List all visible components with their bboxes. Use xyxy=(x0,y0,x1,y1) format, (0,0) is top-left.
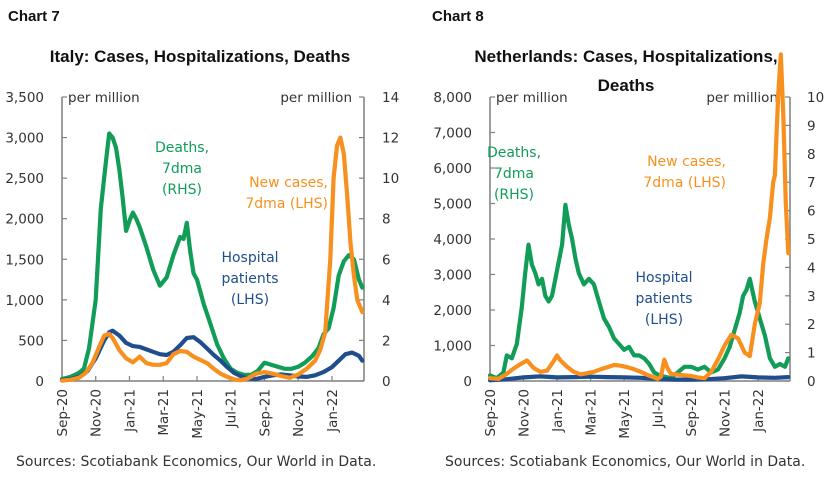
x-tick-label: Nov-20 xyxy=(517,389,533,437)
x-tick-label: Mar-21 xyxy=(156,389,172,436)
netherlands-chart: Netherlands: Cases, Hospitalizations, Dea… xyxy=(433,47,824,470)
left-tick-label: 2,000 xyxy=(5,212,44,228)
right-tick-label: 5 xyxy=(807,232,816,248)
deaths-series-line xyxy=(59,131,365,382)
right-tick-label: 4 xyxy=(382,293,391,309)
annotation-line: New cases, xyxy=(647,154,726,170)
left-tick-label: 2,000 xyxy=(433,303,472,319)
left-tick-label: 3,000 xyxy=(433,268,472,284)
cases-series-line xyxy=(487,52,791,381)
right-tick-label: 10 xyxy=(382,171,399,187)
cases-series-line xyxy=(59,135,365,383)
left-unit-label: per million xyxy=(68,90,140,106)
left-tick-label: 7,000 xyxy=(433,126,472,142)
deaths-annotation: Deaths, 7dma (RHS) xyxy=(155,140,209,198)
x-tick-label: Sep-21 xyxy=(257,389,273,437)
annotation-line: 7dma xyxy=(162,161,202,177)
cases-annotation: New cases, 7dma (LHS) xyxy=(643,154,726,191)
right-tick-label: 1 xyxy=(807,346,816,362)
left-tick-label: 6,000 xyxy=(433,161,472,177)
annotation-line: Hospital xyxy=(635,270,692,286)
left-tick-label: 500 xyxy=(18,333,44,349)
annotation-line: 7dma (LHS) xyxy=(643,175,726,191)
annotation-line: 7dma xyxy=(494,166,534,182)
annotation-line: 7dma (LHS) xyxy=(245,196,328,212)
x-tick-label: May-21 xyxy=(617,389,633,439)
x-tick-label: Jul-21 xyxy=(224,389,240,428)
left-tick-label: 3,500 xyxy=(5,90,44,106)
hospital-annotation: Hospital patients (LHS) xyxy=(221,250,278,308)
right-tick-label: 7 xyxy=(807,175,816,191)
x-tick-label: Sep-21 xyxy=(684,389,700,437)
right-unit-label: per million xyxy=(280,90,352,106)
annotation-line: New cases, xyxy=(249,175,328,191)
x-tick-label: Nov-20 xyxy=(89,389,105,437)
right-tick-label: 2 xyxy=(382,333,391,349)
left-tick-label: 3,000 xyxy=(5,131,44,147)
annotation-line: (RHS) xyxy=(162,182,202,198)
x-tick-label: May-21 xyxy=(190,389,206,439)
chart-title: Deaths xyxy=(598,76,655,95)
annotation-line: (RHS) xyxy=(494,187,534,203)
right-tick-label: 0 xyxy=(382,374,391,390)
x-tick-label: Jan-22 xyxy=(751,389,767,433)
left-tick-label: 5,000 xyxy=(433,197,472,213)
annotation-line: Deaths, xyxy=(155,140,209,156)
x-tick-label: Nov-21 xyxy=(291,389,307,437)
right-tick-label: 6 xyxy=(807,204,816,220)
hospital-series-line xyxy=(487,374,791,383)
sources-note: Sources: Scotiabank Economics, Our World… xyxy=(445,454,805,470)
left-tick-label: 1,500 xyxy=(5,252,44,268)
right-tick-label: 6 xyxy=(382,252,391,268)
deaths-annotation: Deaths, 7dma (RHS) xyxy=(487,145,541,203)
italy-chart: Italy: Cases, Hospitalizations, Deaths 0 5… xyxy=(5,47,399,470)
left-tick-label: 1,000 xyxy=(433,339,472,355)
right-tick-label: 14 xyxy=(382,90,399,106)
right-tick-label: 9 xyxy=(807,118,816,134)
left-tick-label: 1,000 xyxy=(5,293,44,309)
chart-8-label: Chart 8 xyxy=(432,8,484,25)
sources-note: Sources: Scotiabank Economics, Our World… xyxy=(16,454,376,470)
x-tick-label: Sep-20 xyxy=(55,389,71,437)
right-tick-label: 4 xyxy=(807,260,816,276)
x-tick-label: Jan-21 xyxy=(550,389,566,433)
right-tick-label: 3 xyxy=(807,289,816,305)
annotation-line: Deaths, xyxy=(487,145,541,161)
chart-title: Netherlands: Cases, Hospitalizations, xyxy=(474,47,777,66)
chart-7-label: Chart 7 xyxy=(8,8,60,25)
x-tick-label: Jan-22 xyxy=(325,389,341,433)
x-tick-label: Jul-21 xyxy=(651,389,667,428)
left-tick-label: 0 xyxy=(463,374,472,390)
right-tick-label: 0 xyxy=(807,374,816,390)
right-tick-label: 8 xyxy=(382,212,391,228)
right-tick-label: 2 xyxy=(807,317,816,333)
x-tick-label: Nov-21 xyxy=(718,389,734,437)
x-tick-label: Mar-21 xyxy=(584,389,600,436)
annotation-line: patients xyxy=(635,291,692,307)
left-tick-label: 0 xyxy=(35,374,44,390)
left-tick-label: 4,000 xyxy=(433,232,472,248)
annotation-line: (LHS) xyxy=(645,312,683,328)
annotation-line: Hospital xyxy=(221,250,278,266)
deaths-series-line xyxy=(487,202,791,381)
annotation-line: (LHS) xyxy=(231,292,269,308)
chart-title: Italy: Cases, Hospitalizations, Deaths xyxy=(50,47,350,66)
right-tick-label: 12 xyxy=(382,131,399,147)
hospital-series-line xyxy=(59,328,365,382)
x-tick-label: Sep-20 xyxy=(483,389,499,437)
annotation-line: patients xyxy=(221,271,278,287)
right-tick-label: 8 xyxy=(807,147,816,163)
cases-annotation: New cases, 7dma (LHS) xyxy=(245,175,328,212)
left-tick-label: 8,000 xyxy=(433,90,472,106)
left-tick-label: 2,500 xyxy=(5,171,44,187)
right-unit-label: per million xyxy=(706,90,778,106)
right-tick-label: 10 xyxy=(807,90,824,106)
left-unit-label: per million xyxy=(496,90,568,106)
x-tick-label: Jan-21 xyxy=(122,389,138,433)
hospital-annotation: Hospital patients (LHS) xyxy=(635,270,692,328)
